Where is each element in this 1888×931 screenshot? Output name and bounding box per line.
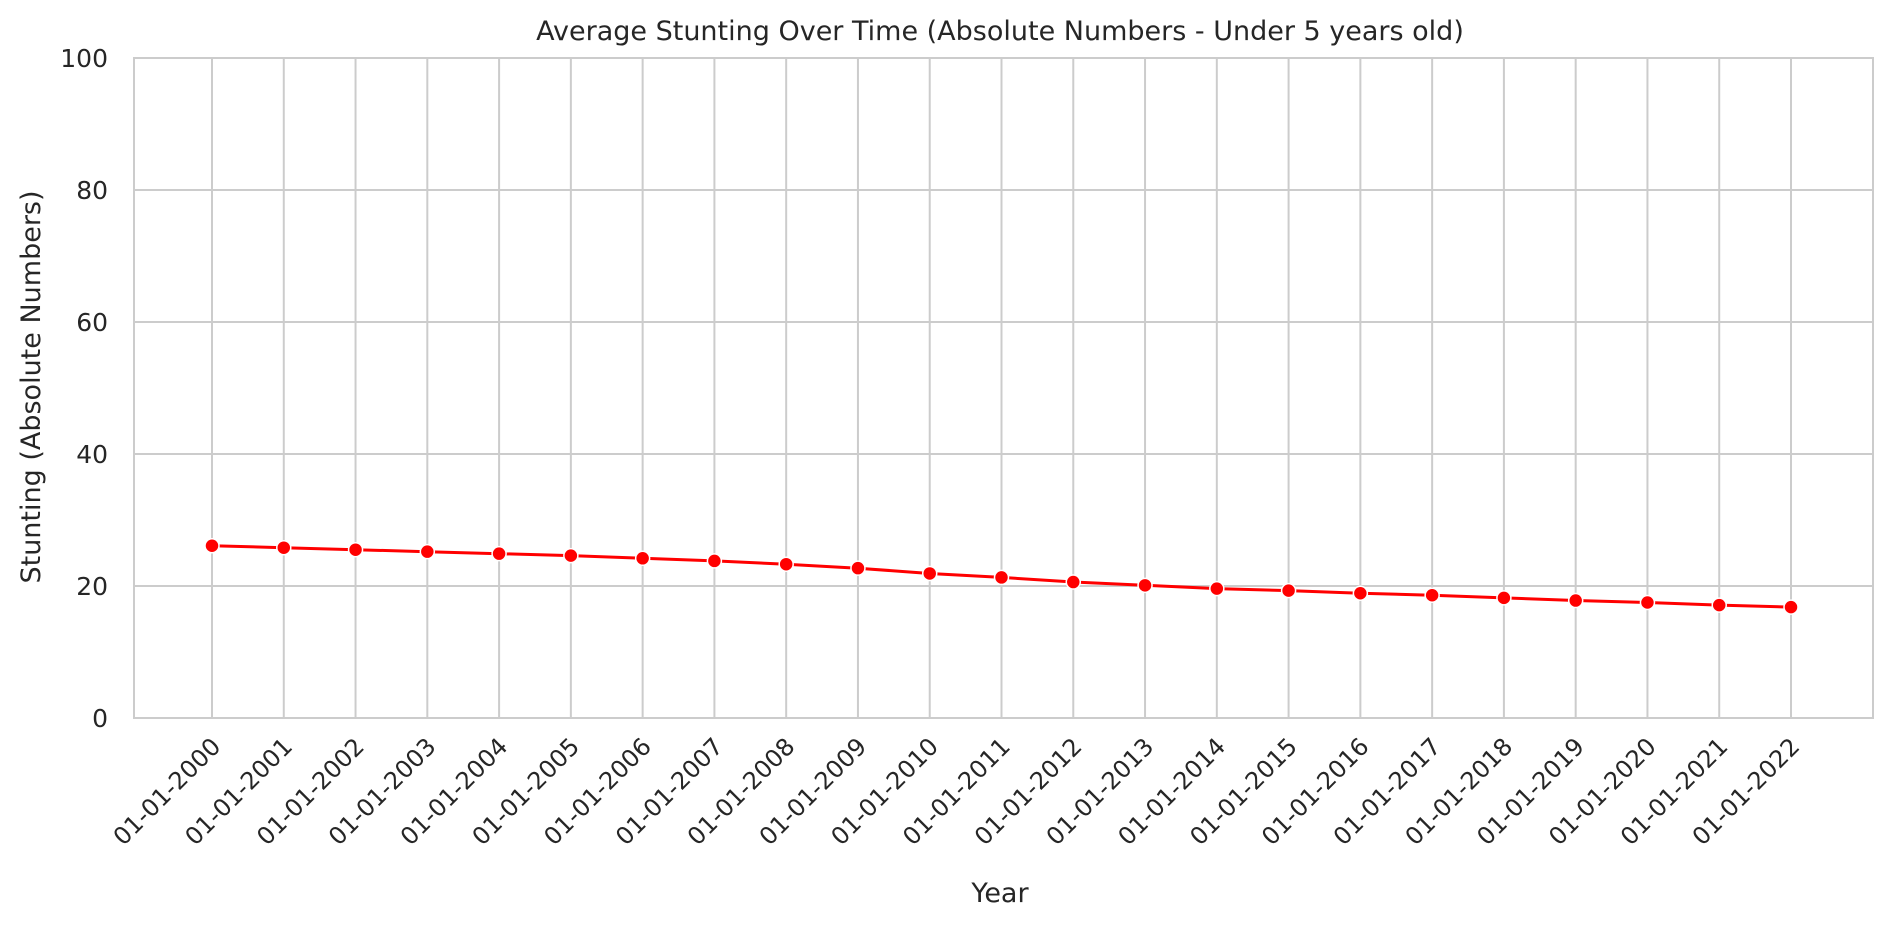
- y-axis-ticks: 0 20 40 60 80 100: [60, 44, 108, 733]
- chart-title: Average Stunting Over Time (Absolute Num…: [536, 16, 1464, 47]
- data-point: [1209, 580, 1225, 597]
- data-point: [276, 539, 292, 556]
- data-point: [1065, 574, 1082, 590]
- data-point: [634, 550, 651, 567]
- data-point: [778, 556, 794, 572]
- data-point: [1137, 577, 1153, 594]
- data-point: [563, 547, 579, 564]
- x-axis-ticks: 01-01-200001-01-200101-01-200201-01-2003…: [108, 732, 1805, 850]
- data-point: [1280, 582, 1297, 599]
- data-point: [993, 569, 1010, 586]
- y-tick-label: 80: [76, 176, 108, 205]
- grid-layer: [134, 57, 1873, 719]
- data-point: [850, 560, 866, 576]
- data-point: [1496, 590, 1512, 606]
- data-point: [491, 545, 507, 562]
- y-tick-label: 40: [76, 440, 108, 469]
- x-axis-label: Year: [970, 878, 1029, 909]
- y-tick-label: 60: [76, 308, 108, 337]
- data-point: [1424, 587, 1440, 603]
- data-point: [1352, 585, 1369, 602]
- data-point: [1567, 592, 1584, 609]
- data-point: [1783, 599, 1799, 615]
- y-tick-label: 100: [60, 44, 108, 73]
- data-point: [921, 565, 938, 582]
- y-tick-label: 0: [92, 704, 108, 733]
- data-point: [347, 541, 364, 558]
- plot-frame: [133, 57, 1874, 719]
- y-tick-label: 20: [76, 572, 108, 601]
- data-markers: [204, 537, 1799, 615]
- data-point: [1711, 597, 1727, 613]
- y-axis-label: Stunting (Absolute Numbers): [16, 190, 47, 583]
- data-point: [204, 537, 220, 554]
- data-point: [706, 553, 723, 569]
- data-point: [1639, 594, 1656, 611]
- data-point: [419, 543, 436, 560]
